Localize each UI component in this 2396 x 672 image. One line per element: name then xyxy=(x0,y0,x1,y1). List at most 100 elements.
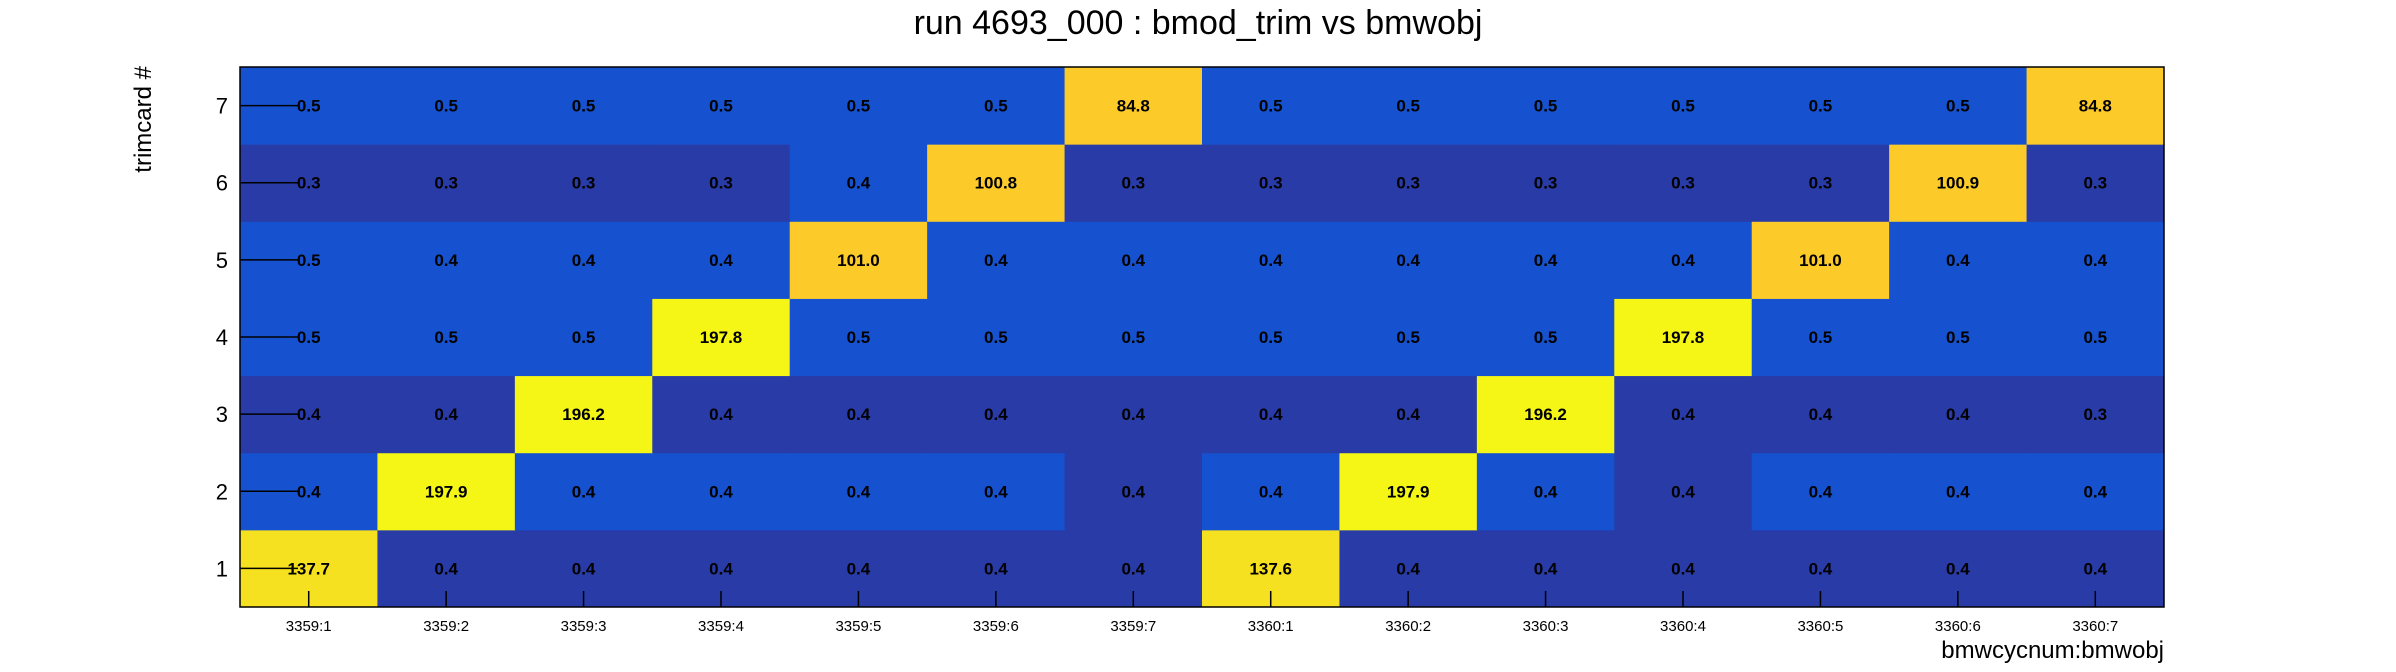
cell-value-label: 0.3 xyxy=(297,174,321,193)
cell-value-label: 0.4 xyxy=(1396,559,1420,578)
cell-value-label: 0.4 xyxy=(2083,482,2107,501)
heatmap-cell xyxy=(377,144,516,222)
cell-value-label: 100.9 xyxy=(1937,174,1980,193)
cell-value-label: 0.4 xyxy=(1671,559,1695,578)
cell-value-label: 0.4 xyxy=(572,251,596,270)
y-tick-label: 2 xyxy=(216,479,228,504)
cell-value-label: 0.4 xyxy=(984,559,1008,578)
cell-value-label: 0.5 xyxy=(297,97,321,116)
heatmap-cell xyxy=(1339,221,1478,299)
heatmap-cell xyxy=(1064,144,1203,222)
heatmap-cell xyxy=(1202,144,1340,222)
heatmap-cell xyxy=(1476,144,1615,222)
x-tick-label: 3360:3 xyxy=(1523,618,1569,635)
heatmap-cell xyxy=(1064,452,1203,531)
heatmap-cell xyxy=(1889,144,2028,222)
y-axis-title: trimcard # xyxy=(130,65,157,172)
heatmap-cell xyxy=(652,375,791,454)
cell-value-label: 0.5 xyxy=(984,97,1008,116)
x-tick-label: 3359:1 xyxy=(286,618,332,635)
cell-value-label: 84.8 xyxy=(2079,97,2112,116)
cell-value-label: 101.0 xyxy=(837,251,880,270)
cell-value-label: 0.4 xyxy=(1809,482,1833,501)
heatmap-cell xyxy=(377,298,516,377)
cell-value-label: 0.4 xyxy=(709,251,733,270)
x-tick-label: 3360:7 xyxy=(2072,618,2118,635)
heatmap-cell xyxy=(1064,221,1203,299)
heatmap-cell xyxy=(1202,67,1340,145)
cell-value-label: 0.3 xyxy=(2083,174,2107,193)
heatmap-cell xyxy=(2026,375,2165,454)
cell-value-label: 0.4 xyxy=(984,405,1008,424)
cell-value-label: 0.3 xyxy=(1259,174,1283,193)
y-tick-label: 1 xyxy=(216,556,228,581)
cell-value-label: 0.4 xyxy=(2083,559,2107,578)
heatmap-cell xyxy=(1751,144,1890,222)
cell-value-label: 197.8 xyxy=(1662,328,1705,347)
x-tick-label: 3359:4 xyxy=(698,618,744,635)
cell-value-label: 0.4 xyxy=(1946,251,1970,270)
heatmap-cell xyxy=(927,144,1066,222)
cell-value-label: 0.3 xyxy=(1121,174,1145,193)
cell-value-label: 0.4 xyxy=(1809,405,1833,424)
heatmap-cell xyxy=(2026,67,2165,145)
cell-value-label: 0.4 xyxy=(572,559,596,578)
cell-value-label: 0.4 xyxy=(1121,405,1145,424)
heatmap-cell xyxy=(789,67,928,145)
heatmap-cell xyxy=(1202,221,1340,299)
y-axis-ticks: 1 2 3 4 5 6 7 xyxy=(216,94,298,581)
heatmap-cell xyxy=(377,67,516,145)
cell-value-label: 0.3 xyxy=(1809,174,1833,193)
heatmap-cell xyxy=(652,452,791,531)
heatmap-cell xyxy=(927,452,1066,531)
heatmap-cell xyxy=(1751,298,1890,377)
cell-value-label: 196.2 xyxy=(1524,405,1567,424)
cell-value-label: 0.4 xyxy=(434,405,458,424)
cell-value-label: 0.4 xyxy=(847,174,871,193)
cell-value-label: 0.4 xyxy=(847,559,871,578)
heatmap-cell xyxy=(1339,298,1478,377)
heatmap-cell xyxy=(1614,67,1753,145)
cell-value-label: 0.4 xyxy=(984,251,1008,270)
heatmap-cell xyxy=(1476,298,1615,377)
heatmap-cell xyxy=(2026,144,2165,222)
cell-value-label: 0.5 xyxy=(297,328,321,347)
cell-value-label: 0.3 xyxy=(1396,174,1420,193)
cell-value-label: 0.5 xyxy=(434,328,458,347)
heatmap-cell xyxy=(1614,375,1753,454)
x-tick-label: 3359:7 xyxy=(1110,618,1156,635)
heatmap-cell xyxy=(789,144,928,222)
cell-value-label: 0.5 xyxy=(1121,328,1145,347)
cell-value-label: 197.9 xyxy=(1387,482,1430,501)
heatmap-cell xyxy=(2026,452,2165,531)
y-tick-label: 6 xyxy=(216,171,228,196)
heatmap-cells: 137.7 0.4 0.4 0.4 0.4 0.4 0.4 137.6 0.4 0.4 0.4 0.4… xyxy=(240,67,2165,608)
heatmap-cell xyxy=(1202,298,1340,377)
cell-value-label: 0.4 xyxy=(1671,405,1695,424)
cell-value-label: 0.5 xyxy=(847,328,871,347)
heatmap-cell xyxy=(789,221,928,299)
cell-value-label: 0.5 xyxy=(1259,97,1283,116)
heatmap-cell xyxy=(927,375,1066,454)
x-tick-label: 3359:6 xyxy=(973,618,1019,635)
heatmap-cell xyxy=(1889,298,2028,377)
heatmap-cell xyxy=(1889,67,2028,145)
cell-value-label: 0.5 xyxy=(572,328,596,347)
heatmap-cell xyxy=(652,298,791,377)
cell-value-label: 0.4 xyxy=(1671,251,1695,270)
heatmap-cell xyxy=(1614,144,1753,222)
x-axis-title: bmwcycnum:bmwobj xyxy=(1941,637,2164,664)
cell-value-label: 0.3 xyxy=(1671,174,1695,193)
x-tick-label: 3359:5 xyxy=(835,618,881,635)
heatmap-cell xyxy=(1064,298,1203,377)
cell-value-label: 0.4 xyxy=(1809,559,1833,578)
cell-value-label: 0.5 xyxy=(1946,97,1970,116)
heatmap-cell xyxy=(377,452,516,531)
heatmap-cell xyxy=(927,298,1066,377)
heatmap-cell xyxy=(1339,375,1478,454)
y-tick-label: 7 xyxy=(216,94,228,119)
cell-value-label: 0.4 xyxy=(1259,405,1283,424)
cell-value-label: 197.8 xyxy=(700,328,743,347)
heatmap-cell xyxy=(652,221,791,299)
cell-value-label: 0.3 xyxy=(1534,174,1558,193)
